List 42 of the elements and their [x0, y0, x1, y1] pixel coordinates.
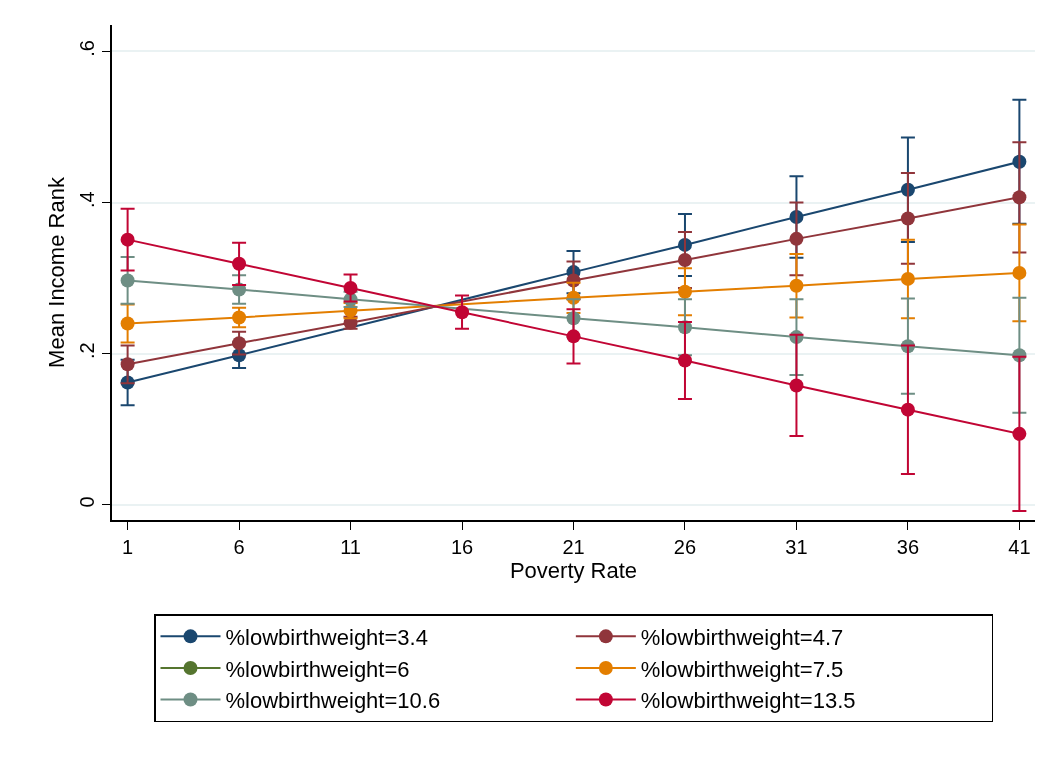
- legend-label: %lowbirthweight=7.5: [640, 656, 844, 682]
- x-tick-label: 31: [785, 535, 808, 558]
- point: [677, 284, 692, 299]
- point: [677, 253, 692, 268]
- x-tick-label: 11: [340, 535, 361, 558]
- point: [900, 271, 915, 286]
- point: [789, 231, 804, 246]
- x-tick-label: 41: [1008, 535, 1031, 558]
- x-tick-label: 6: [233, 535, 245, 558]
- point: [232, 256, 247, 271]
- x-tick-label: 16: [450, 535, 474, 558]
- y-tick-label: .4: [76, 191, 99, 208]
- point: [232, 336, 247, 351]
- point: [455, 305, 470, 320]
- point: [343, 280, 358, 295]
- x-tick-label: 36: [896, 535, 920, 558]
- legend-label: %lowbirthweight=3.4: [225, 624, 428, 650]
- y-tick-label: .2: [76, 342, 99, 360]
- legend-label: %lowbirthweight=4.7: [640, 624, 844, 650]
- point: [677, 353, 692, 368]
- point: [900, 402, 915, 417]
- point: [1012, 265, 1027, 280]
- x-tick-label: 21: [562, 535, 585, 558]
- x-tick-label: 1: [122, 535, 134, 558]
- y-tick-label: 0: [76, 496, 99, 508]
- y-tick-label: .6: [76, 40, 99, 57]
- y-axis-title: Mean Income Rank: [43, 176, 69, 368]
- point: [900, 211, 915, 226]
- legend-label: %lowbirthweight=13.5: [640, 688, 856, 714]
- legend-label: %lowbirthweight=6: [225, 656, 410, 682]
- point: [789, 378, 804, 393]
- point: [120, 316, 135, 331]
- point: [1012, 190, 1027, 205]
- point: [566, 329, 581, 344]
- point: [789, 278, 804, 293]
- x-tick-label: 26: [673, 535, 697, 558]
- point: [120, 357, 135, 372]
- point: [120, 232, 135, 247]
- legend-label: %lowbirthweight=10.6: [225, 688, 441, 714]
- point: [120, 273, 135, 288]
- x-axis-title: Poverty Rate: [509, 557, 638, 583]
- point: [1012, 426, 1027, 441]
